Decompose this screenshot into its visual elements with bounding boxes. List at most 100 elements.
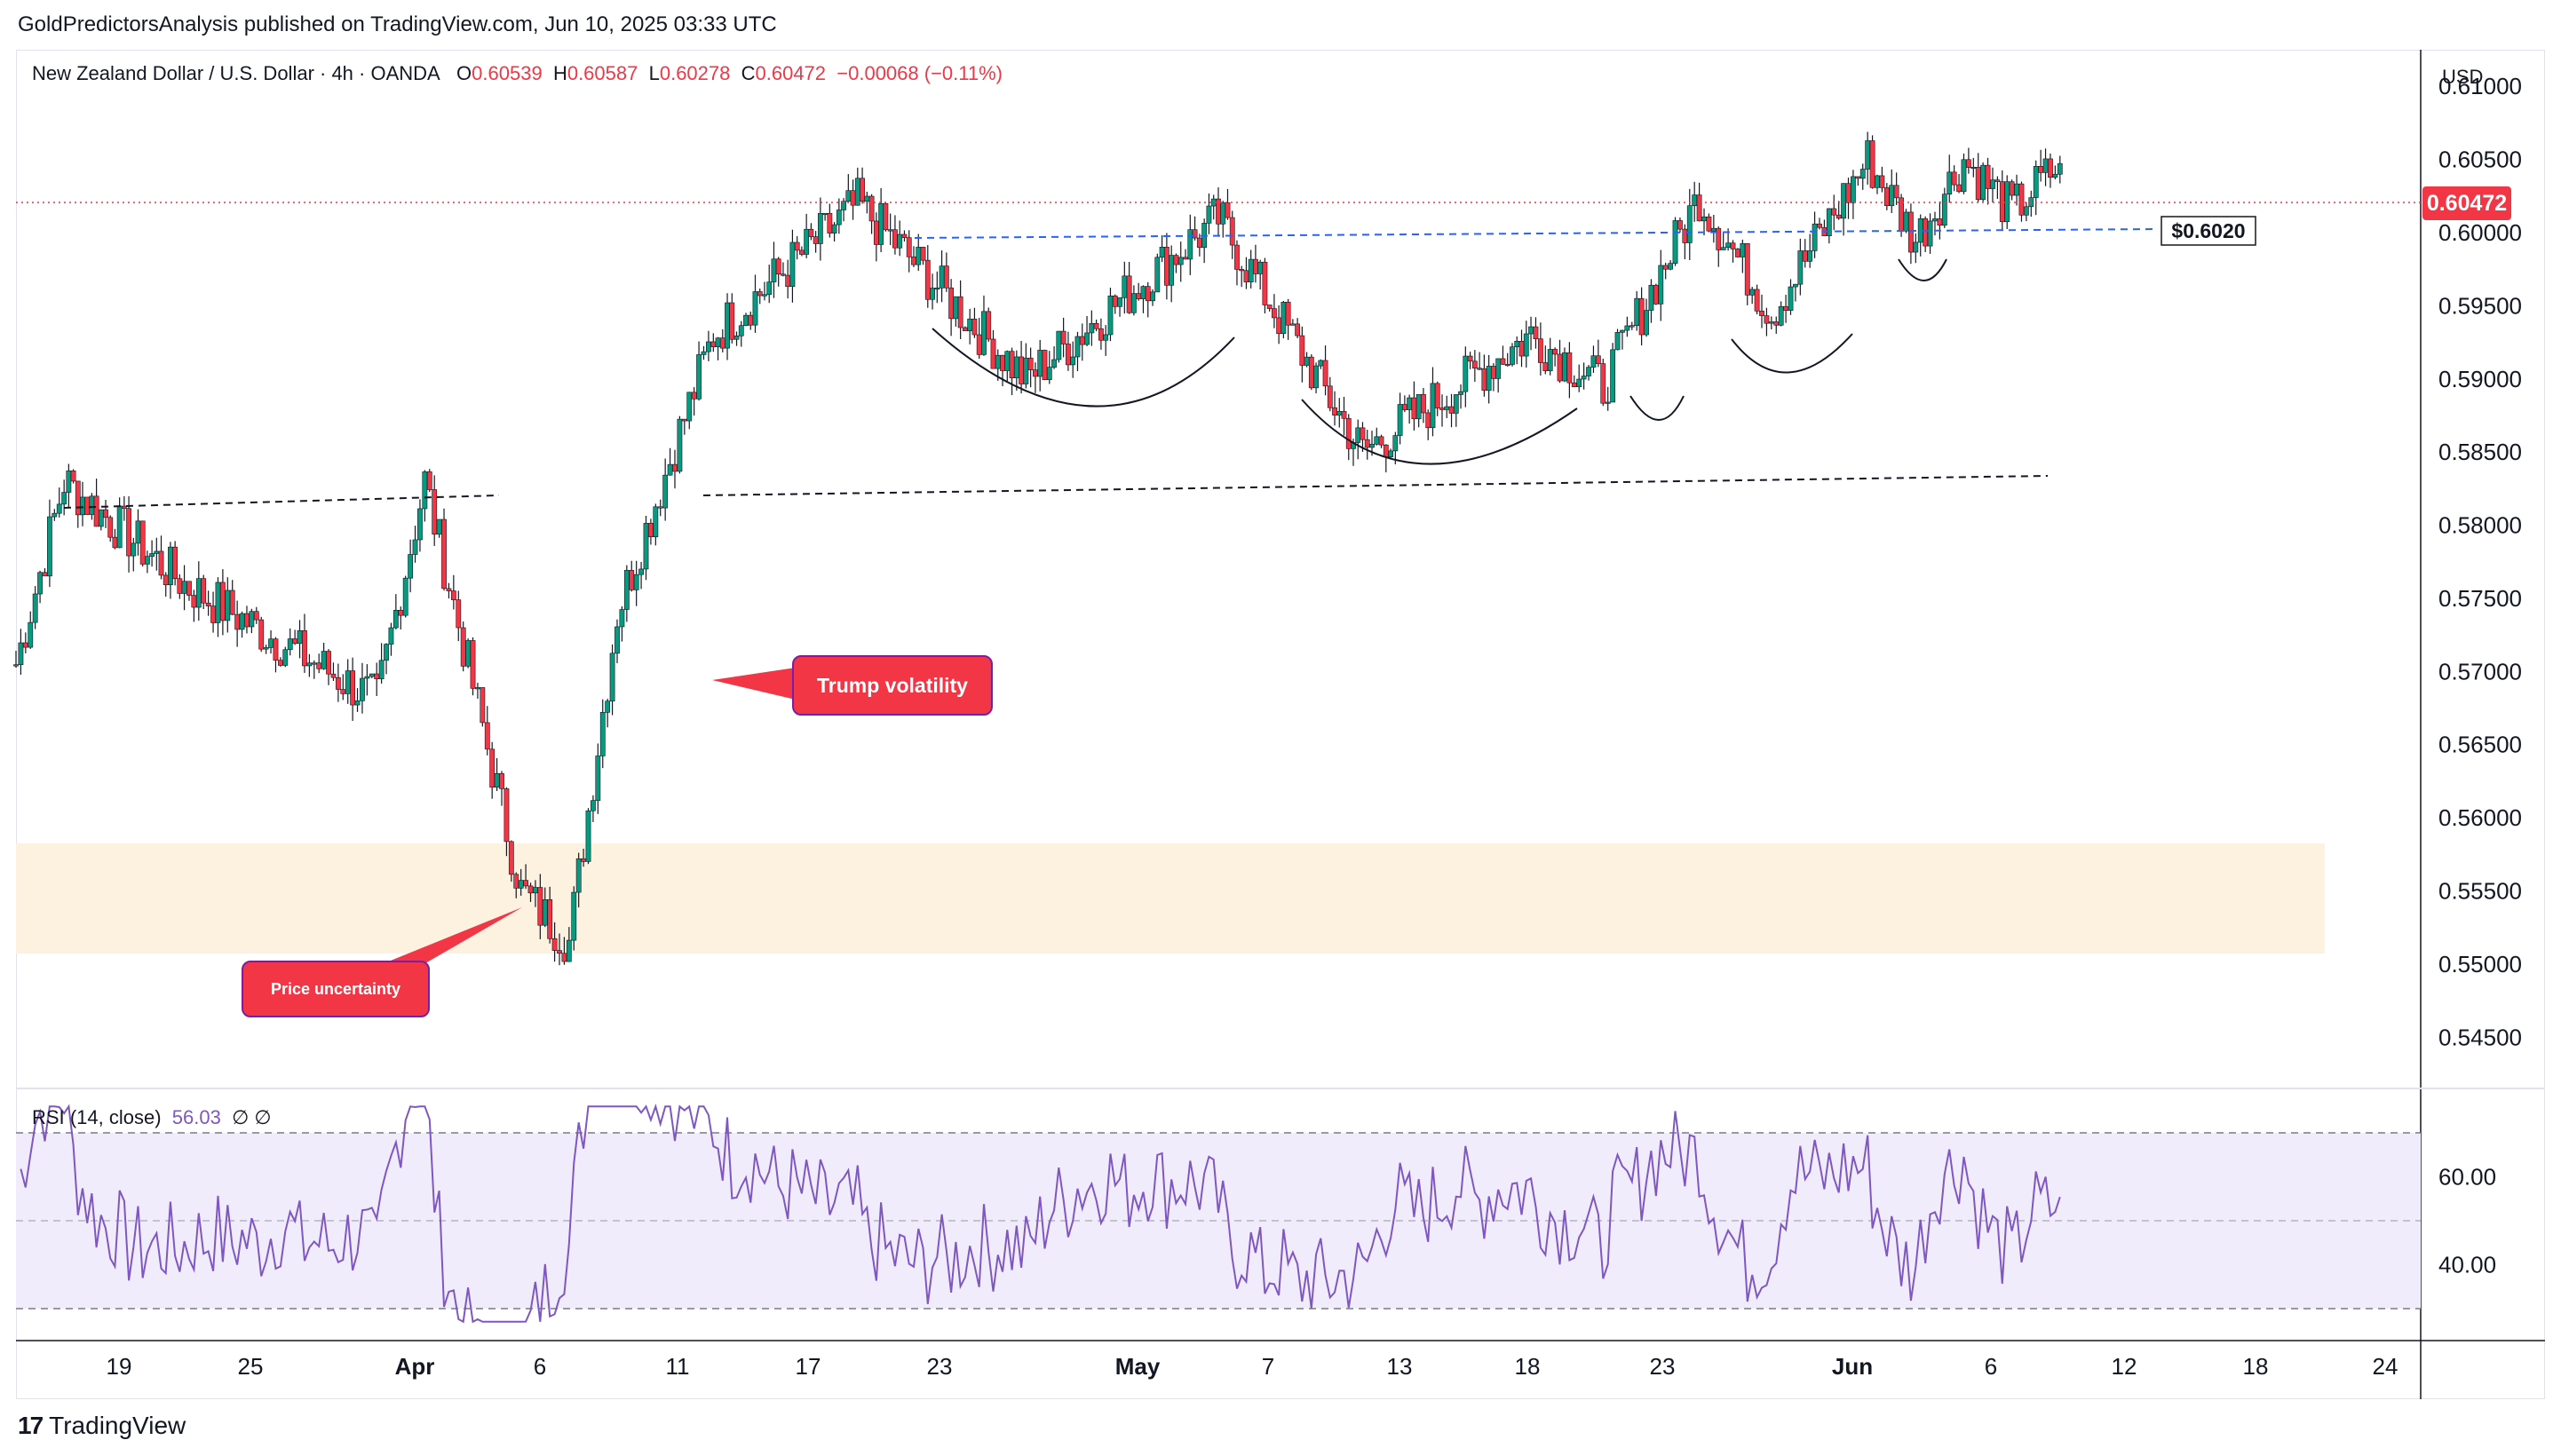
price-uncertainty-callout[interactable]: Price uncertainty [242, 961, 430, 1017]
candle-body [1975, 166, 1981, 201]
candle-body [364, 676, 370, 679]
candle-body [738, 325, 744, 336]
candle-body [757, 291, 763, 297]
symbol-legend[interactable]: New Zealand Dollar / U.S. Dollar · 4h · … [32, 62, 1003, 85]
candle-body [1122, 275, 1128, 298]
candle-body [219, 582, 226, 621]
handle-arc-1[interactable] [1629, 395, 1685, 421]
candle-body [1682, 228, 1688, 243]
candle-body [1060, 330, 1066, 344]
rsi-tick: 40.00 [2438, 1252, 2496, 1278]
candle-body [412, 539, 418, 555]
candle-body [470, 640, 476, 689]
candle-body [1629, 325, 1635, 328]
candle-body [1126, 275, 1132, 313]
candle-body [1239, 269, 1245, 272]
candle-body [831, 224, 837, 233]
neckline-left[interactable] [63, 495, 500, 509]
candle-body [460, 627, 466, 667]
candle-body [752, 291, 758, 326]
candle-body [657, 506, 663, 509]
candle-body [1740, 243, 1746, 257]
candle-body [163, 574, 169, 586]
candle-body [1528, 326, 1534, 335]
currency-label[interactable]: USD [2442, 66, 2484, 88]
candle-body [1985, 164, 1991, 189]
candle-body [605, 700, 611, 713]
candle-body [1836, 214, 1842, 219]
candle-body [1725, 242, 1731, 249]
candle-body [1225, 202, 1231, 218]
candle-body [1042, 350, 1048, 380]
candle-body [1716, 227, 1722, 250]
candle-body [1289, 323, 1296, 326]
candle-body [827, 212, 833, 233]
candle-body [771, 258, 777, 282]
candle-body [696, 354, 702, 400]
candle-body [441, 518, 447, 590]
symbol-name: New Zealand Dollar / U.S. Dollar · 4h · … [32, 62, 440, 84]
price-axis[interactable]: 0.61000 0.60500 0.60000 0.59500 0.59000 0.585… [2438, 73, 2522, 1050]
candle-body [297, 630, 303, 645]
candle-body [1220, 202, 1226, 225]
candle-body [1754, 289, 1760, 312]
candle-body [1859, 169, 1866, 179]
price-tick: 0.60000 [2438, 219, 2522, 246]
candle-body [1313, 365, 1319, 389]
resistance-line[interactable] [914, 228, 2159, 239]
candle-body [789, 241, 796, 287]
candle-body [868, 195, 875, 222]
candle-body [595, 756, 601, 801]
cup-arc-1[interactable] [932, 328, 1235, 408]
candle-body [1397, 404, 1403, 436]
rsi-axis: 60.00 40.00 [2438, 1164, 2496, 1278]
rsi-legend[interactable]: RSI (14, close) 56.03 ∅ ∅ [32, 1106, 272, 1129]
candle-body [75, 480, 81, 516]
candle-body [480, 687, 486, 724]
candle-body [369, 673, 375, 677]
candle-body [1421, 393, 1426, 414]
candle-body [1576, 378, 1582, 387]
cup-arc-2[interactable] [1301, 399, 1578, 465]
price-tick: 0.58000 [2438, 512, 2522, 539]
candle-body [1923, 218, 1929, 247]
candle-body [1927, 220, 1933, 247]
rsi-params: (14, close) [69, 1106, 162, 1128]
candle-body [168, 546, 173, 586]
candle-body [1937, 218, 1943, 226]
candle-body [1196, 237, 1202, 249]
candle-body [1879, 175, 1885, 188]
candle-body [623, 570, 630, 610]
candle-body [971, 318, 978, 336]
candle-body [1562, 352, 1567, 382]
candle-body [417, 508, 423, 541]
candle-body [1491, 366, 1496, 379]
candle-body [1614, 332, 1621, 351]
time-axis[interactable]: 19 25 Apr 6 11 17 23 May 7 13 18 23 Jun 6 12 18 24 [107, 1353, 2398, 1380]
candle-body [1093, 323, 1099, 329]
price-tick: 0.59000 [2438, 366, 2522, 392]
candle-body [1107, 295, 1114, 336]
neckline-right[interactable] [702, 475, 2049, 496]
candle-body [513, 874, 519, 889]
candle-body [1192, 229, 1198, 239]
trump-volatility-callout[interactable]: Trump volatility [792, 655, 993, 716]
candle-body [743, 314, 749, 327]
candle-body [18, 642, 24, 665]
time-tick: 17 [796, 1353, 821, 1380]
candle-body [1098, 328, 1104, 341]
candle-body [273, 638, 279, 661]
handle-arc-2[interactable] [1898, 258, 1947, 281]
candle-body [799, 249, 805, 255]
candle-body [1439, 408, 1445, 410]
candle-body [986, 311, 992, 340]
candle-body [864, 195, 870, 202]
candle-body [22, 642, 28, 648]
tradingview-logo[interactable]: 17 TradingView [18, 1412, 186, 1440]
candle-body [1875, 175, 1880, 188]
cup-arc-3[interactable] [1731, 333, 1853, 374]
time-tick: 24 [2373, 1353, 2398, 1380]
candle-body [681, 418, 687, 422]
candle-body [653, 506, 659, 538]
